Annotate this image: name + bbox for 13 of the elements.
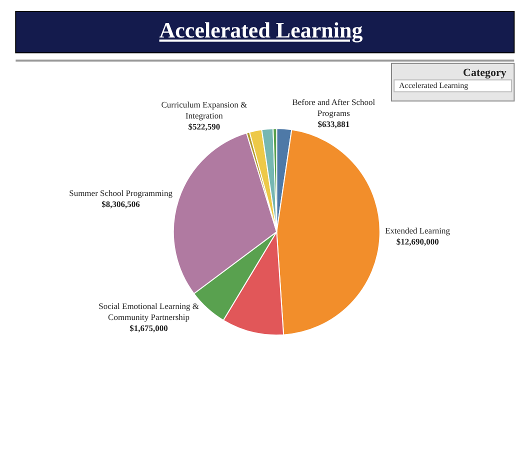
data-label: $12,690,000 — [396, 236, 439, 246]
slice-label: Extended Learning — [385, 225, 451, 236]
data-label: $8,306,506 — [102, 199, 140, 210]
slice-label: Before and After School Programs — [292, 96, 376, 118]
text: Accelerated Learning — [399, 81, 468, 90]
slice-label: Social Emotional Learning & Community Partnership — [98, 301, 200, 322]
slice-label: Summer School Programming — [69, 188, 174, 198]
data-label: $1,675,000 — [130, 323, 168, 334]
data-label: $633,881 — [318, 118, 350, 129]
text: Category — [463, 67, 507, 79]
data-label: $522,590 — [188, 121, 220, 132]
slice-label: Curriculum Expansion & Integration — [161, 99, 248, 120]
chart-title: Accelerated Learning — [159, 18, 363, 43]
